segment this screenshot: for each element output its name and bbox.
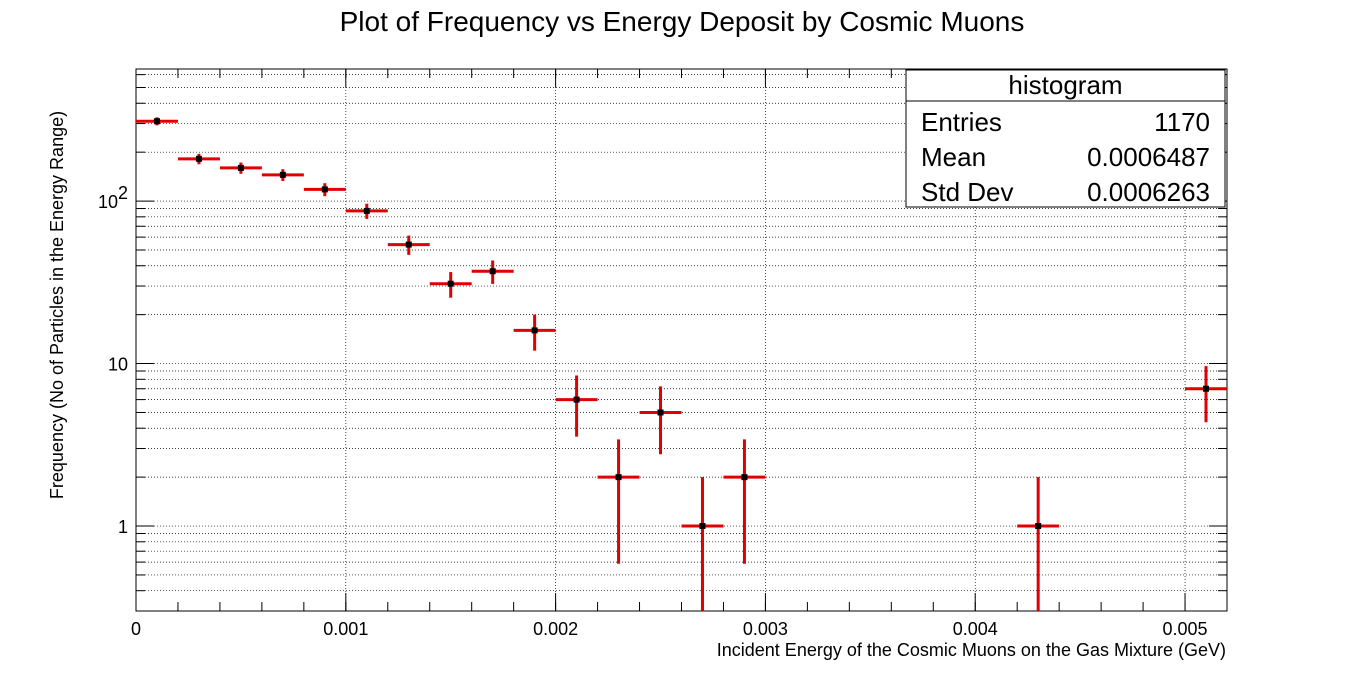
data-point xyxy=(136,117,178,126)
data-point xyxy=(597,439,640,564)
data-point xyxy=(345,203,388,219)
y-axis-label: Frequency (No of Particles in the Energy… xyxy=(47,111,67,499)
point-marker xyxy=(321,186,328,193)
point-marker xyxy=(741,474,748,481)
point-marker xyxy=(657,409,664,416)
x-axis-label: Incident Energy of the Cosmic Muons on t… xyxy=(717,640,1226,660)
point-marker xyxy=(531,327,538,334)
point-marker xyxy=(489,268,496,275)
point-marker xyxy=(615,474,622,481)
data-point xyxy=(429,272,472,298)
data-point xyxy=(1017,477,1060,611)
y-tick-label: 1 xyxy=(118,517,128,537)
data-point xyxy=(471,260,514,284)
data-point xyxy=(639,386,682,455)
stats-row-value: 0.0006487 xyxy=(1087,142,1210,172)
x-tick-label: 0.002 xyxy=(533,619,578,639)
x-tick-label: 0 xyxy=(131,619,141,639)
point-marker xyxy=(153,118,160,125)
stats-row-label: Entries xyxy=(921,107,1002,137)
stats-row-label: Mean xyxy=(921,142,986,172)
data-point xyxy=(219,162,262,174)
stats-row-label: Std Dev xyxy=(921,177,1014,207)
data-point xyxy=(387,235,430,255)
data-point xyxy=(513,314,556,351)
data-point xyxy=(555,375,598,437)
data-point xyxy=(261,169,304,181)
stats-row-value: 0.0006263 xyxy=(1087,177,1210,207)
point-marker xyxy=(573,396,580,403)
point-marker xyxy=(363,207,370,214)
data-point xyxy=(303,183,346,197)
x-tick-label: 0.003 xyxy=(743,619,788,639)
stats-row-value: 1170 xyxy=(1154,107,1210,137)
x-tick-label: 0.005 xyxy=(1163,619,1208,639)
data-point xyxy=(177,153,220,165)
stats-box-name: histogram xyxy=(1008,70,1122,100)
data-point xyxy=(1185,366,1227,423)
point-marker xyxy=(699,523,706,530)
x-tick-label: 0.004 xyxy=(953,619,998,639)
data-point xyxy=(681,477,724,611)
y-tick-label: 10 xyxy=(108,355,128,375)
point-marker xyxy=(1203,385,1210,392)
y-tick-label-exponent: 2 xyxy=(118,183,128,203)
data-point xyxy=(723,439,766,564)
point-marker xyxy=(237,164,244,171)
y-tick-label: 10 xyxy=(98,192,118,212)
point-marker xyxy=(279,171,286,178)
point-marker xyxy=(195,155,202,162)
data-points xyxy=(136,117,1227,611)
x-tick-label: 0.001 xyxy=(323,619,368,639)
stats-box-frame xyxy=(905,69,1226,208)
point-marker xyxy=(1035,523,1042,530)
chart-title: Plot of Frequency vs Energy Deposit by C… xyxy=(340,6,1025,37)
point-marker xyxy=(447,280,454,287)
point-marker xyxy=(405,241,412,248)
